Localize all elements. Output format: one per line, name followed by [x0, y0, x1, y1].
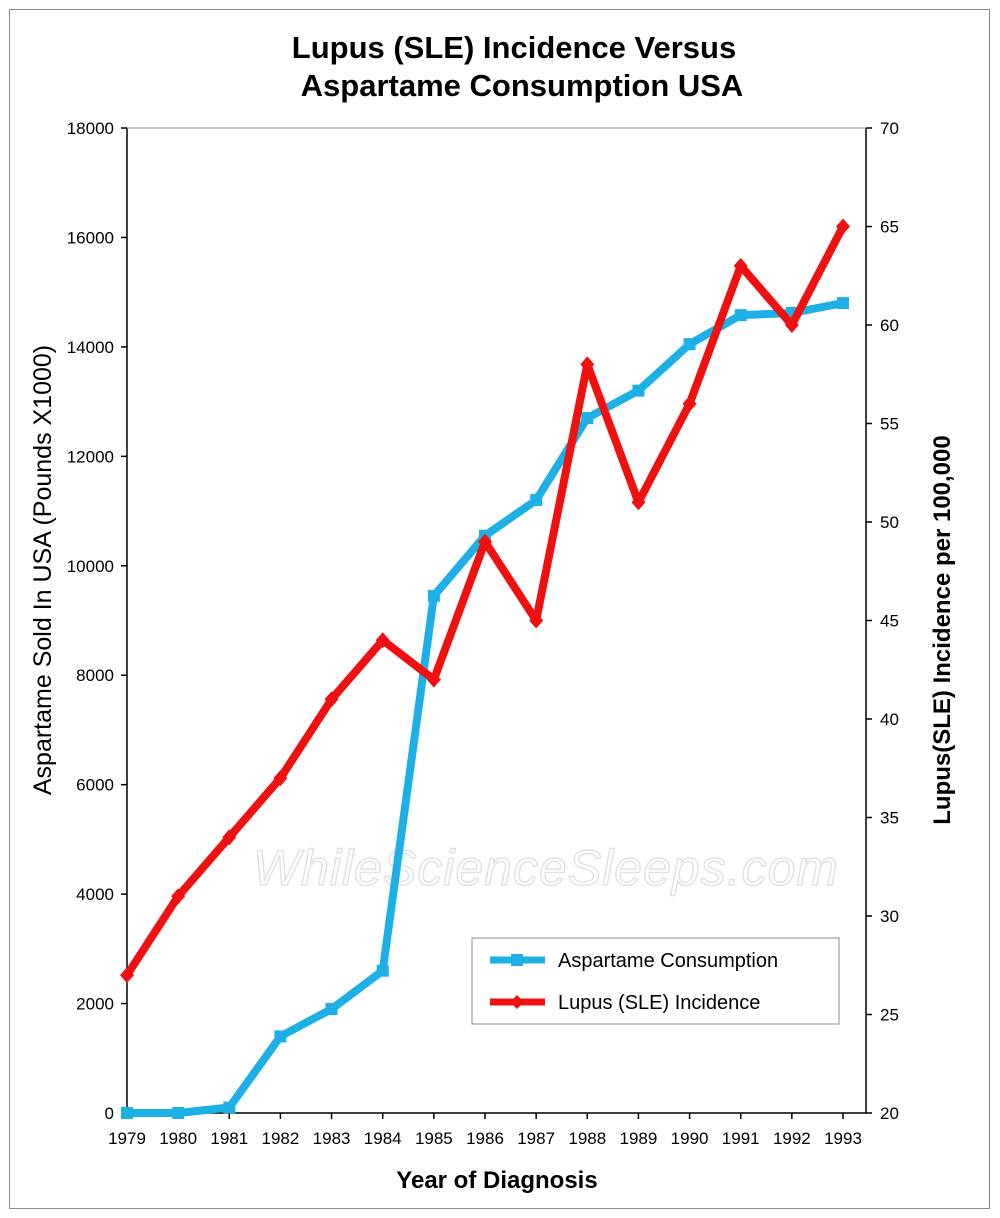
y-tick-label: 6000 — [76, 776, 114, 795]
data-point-lupus-sle-incidence — [273, 770, 288, 787]
y-tick-label: 10000 — [67, 557, 114, 576]
data-point-lupus-sle-incidence — [375, 632, 390, 649]
data-point-aspartame-consumption — [683, 338, 696, 351]
y2-axis-label: Lupus(SLE) Incidence per 100,000 — [929, 435, 956, 824]
y-tick-label: 0 — [105, 1104, 114, 1123]
y2-tick-label: 35 — [880, 809, 899, 828]
series-layer — [120, 218, 850, 1119]
data-point-aspartame-consumption — [530, 494, 543, 507]
x-tick-label: 1982 — [262, 1129, 300, 1148]
y-tick-label: 14000 — [67, 338, 114, 357]
x-tick-label: 1991 — [722, 1129, 760, 1148]
data-point-lupus-sle-incidence — [324, 691, 339, 708]
legend-box — [471, 937, 840, 1025]
x-tick-label: 1981 — [210, 1129, 248, 1148]
watermark-text: WhileScienceSleeps.com — [253, 840, 839, 896]
data-point-lupus-sle-incidence — [171, 888, 186, 905]
data-point-aspartame-consumption — [274, 1030, 287, 1043]
y2-tick-label: 20 — [880, 1104, 899, 1123]
x-tick-label: 1984 — [364, 1129, 402, 1148]
x-tick-label: 1990 — [671, 1129, 709, 1148]
x-tick-label: 1986 — [466, 1129, 504, 1148]
x-tick-label: 1979 — [108, 1129, 146, 1148]
y2-tick-label: 30 — [880, 907, 899, 926]
data-point-lupus-sle-incidence — [426, 671, 441, 688]
x-tick-label: 1992 — [773, 1129, 811, 1148]
y-tick-label: 16000 — [67, 228, 114, 247]
chart-title-line1: Lupus (SLE) Incidence Versus — [292, 30, 736, 65]
x-tick-label: 1989 — [620, 1129, 658, 1148]
data-point-lupus-sle-incidence — [836, 218, 850, 235]
x-tick-label: 1980 — [159, 1129, 197, 1148]
y2-tick-label: 50 — [880, 513, 899, 532]
chart-title-line2: Aspartame Consumption USA — [301, 68, 744, 103]
x-tick-label: 1993 — [824, 1129, 862, 1148]
x-axis-label: Year of Diagnosis — [396, 1167, 597, 1194]
x-tick-label: 1985 — [415, 1129, 453, 1148]
data-point-aspartame-consumption — [837, 297, 849, 310]
data-point-lupus-sle-incidence — [631, 494, 646, 511]
y-tick-label: 4000 — [76, 885, 114, 904]
x-tick-label: 1988 — [568, 1129, 606, 1148]
legend-label-aspartame: Aspartame Consumption — [558, 950, 778, 972]
y2-tick-label: 40 — [880, 710, 899, 729]
y-tick-label: 12000 — [67, 447, 114, 466]
legend: Aspartame Consumption Lupus (SLE) Incide… — [471, 937, 840, 1025]
data-point-aspartame-consumption — [172, 1107, 185, 1119]
y2-tick-label: 65 — [880, 218, 899, 237]
legend-marker-lupus — [510, 995, 524, 1009]
x-tick-label: 1983 — [313, 1129, 351, 1148]
data-point-aspartame-consumption — [376, 964, 389, 977]
legend-label-lupus: Lupus (SLE) Incidence — [558, 992, 760, 1014]
data-point-lupus-sle-incidence — [120, 967, 134, 984]
data-point-aspartame-consumption — [427, 589, 440, 602]
data-point-aspartame-consumption — [632, 384, 645, 397]
y2-tick-label: 60 — [880, 316, 899, 335]
data-point-lupus-sle-incidence — [580, 356, 595, 373]
y-tick-label: 2000 — [76, 995, 114, 1014]
data-point-aspartame-consumption — [581, 412, 594, 425]
data-point-aspartame-consumption — [325, 1003, 338, 1016]
x-tick-label: 1987 — [517, 1129, 555, 1148]
legend-marker-aspartame — [511, 954, 523, 966]
data-point-lupus-sle-incidence — [733, 257, 748, 274]
data-point-aspartame-consumption — [223, 1101, 236, 1114]
data-point-lupus-sle-incidence — [222, 829, 237, 846]
data-point-aspartame-consumption — [734, 309, 747, 322]
y2-tick-label: 55 — [880, 415, 899, 434]
data-point-lupus-sle-incidence — [529, 612, 544, 629]
data-point-aspartame-consumption — [121, 1107, 133, 1119]
y2-tick-label: 70 — [880, 119, 899, 138]
data-point-lupus-sle-incidence — [682, 395, 697, 412]
axes: 0 2000 4000 6000 8000 10000 12000 14000 16000 180… — [67, 119, 899, 1148]
data-point-lupus-sle-incidence — [478, 533, 492, 550]
y-axis-label: Aspartame Sold In USA (Pounds X1000) — [29, 345, 57, 795]
y2-tick-label: 25 — [880, 1006, 899, 1025]
y-tick-label: 18000 — [67, 119, 114, 138]
data-point-lupus-sle-incidence — [784, 317, 799, 333]
y2-tick-label: 45 — [880, 612, 899, 631]
y-tick-label: 8000 — [76, 666, 114, 685]
